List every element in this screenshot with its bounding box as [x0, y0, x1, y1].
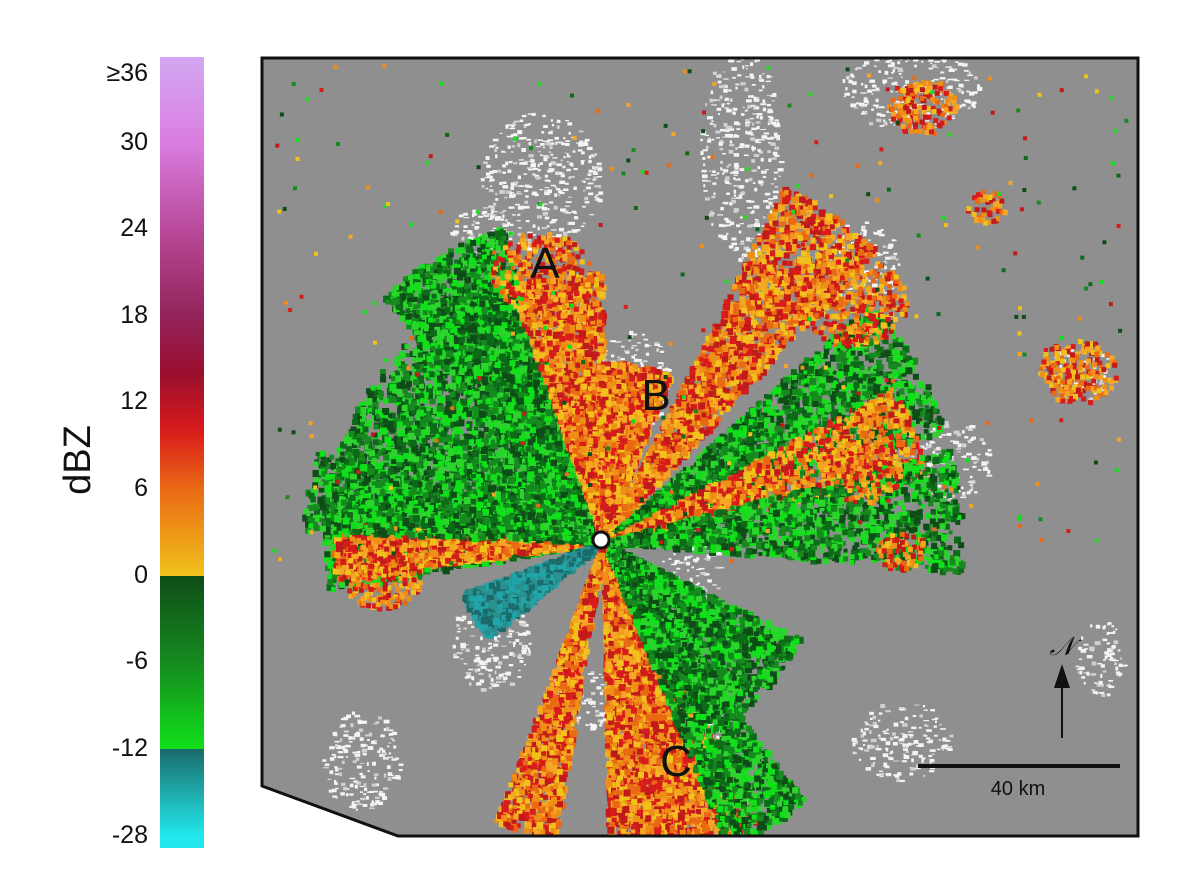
reflectivity-layer [272, 64, 1129, 836]
colorbar-tick-label: 0 [58, 563, 148, 588]
colorbar-tick-label: -28 [58, 823, 148, 848]
colorbar-tick-label: 18 [58, 303, 148, 328]
north-arrow-icon [1054, 664, 1070, 688]
colorbar-tick-label: 24 [58, 216, 148, 241]
colorbar [160, 57, 204, 848]
map-frame [260, 56, 1140, 838]
radar-site-marker [591, 530, 611, 550]
region-label-b: B [641, 371, 670, 420]
colorbar-tick-label: 6 [58, 476, 148, 501]
colorbar-unit-label: dBZ [57, 410, 99, 510]
scale-bar-label: 40 km [991, 778, 1045, 800]
colorbar-tick-label: 30 [58, 130, 148, 155]
radar-map [262, 58, 1138, 836]
colorbar-tick-label: -6 [58, 649, 148, 674]
region-label-a: A [530, 239, 560, 288]
colorbar-tick-label: 12 [58, 389, 148, 414]
colorbar-tick-label: -12 [58, 736, 148, 761]
region-label-c: C [660, 737, 692, 786]
colorbar-tick-label: ≥36 [58, 61, 148, 86]
